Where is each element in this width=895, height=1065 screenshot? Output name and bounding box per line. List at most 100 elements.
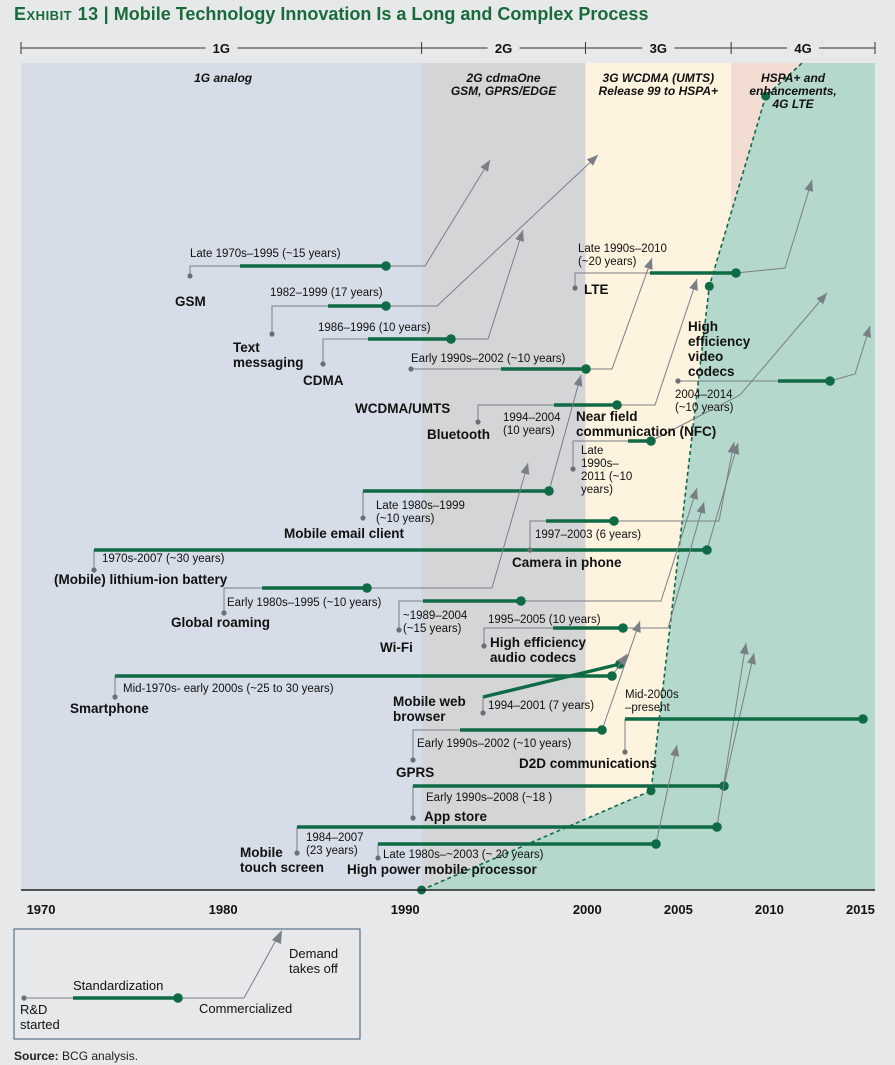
- tech-name-label: GSM: [175, 294, 206, 309]
- takeoff-arrowhead: [632, 621, 641, 633]
- commercialized-dot: [702, 545, 712, 555]
- tech-timeline: [269, 154, 599, 337]
- tech-period-label: 1995–2005 (10 years): [488, 614, 601, 626]
- tech-name-label: High efficiency audio codecs: [490, 635, 587, 665]
- commercialized-dot: [646, 436, 656, 446]
- generation-label: 3G: [650, 41, 667, 56]
- takeoff-arrowhead: [670, 745, 680, 757]
- rd-start-dot: [112, 694, 118, 700]
- tech-timeline: [320, 229, 524, 367]
- commercialized-dot: [381, 261, 391, 271]
- commercialized-dot: [618, 623, 628, 633]
- source-note: Source: BCG analysis.: [14, 1049, 138, 1063]
- tech-timeline: [360, 374, 583, 521]
- takeoff-line: [601, 620, 641, 731]
- takeoff-line: [655, 744, 678, 845]
- tech-period-label: 2004–2014 (~10 years): [675, 389, 734, 414]
- tech-timeline: [570, 292, 828, 472]
- commercialized-dot: [446, 334, 456, 344]
- title-separator: |: [103, 4, 109, 24]
- takeoff-line: [706, 442, 739, 551]
- tech-name-label: Mobile email client: [284, 526, 405, 541]
- commercialized-dot: [612, 400, 622, 410]
- commercialized-dot: [731, 268, 741, 278]
- rd-start-dot: [269, 331, 275, 337]
- rd-start-dot: [480, 710, 486, 716]
- takeoff-arrowhead: [862, 326, 872, 338]
- rd-connector: [398, 600, 423, 630]
- takeoff-line: [521, 487, 698, 602]
- takeoff-arrowhead: [689, 279, 698, 291]
- rd-start-dot: [410, 757, 416, 763]
- legend-rd-dot: [21, 995, 27, 1001]
- takeoff-line: [617, 278, 698, 406]
- takeoff-line: [586, 257, 653, 370]
- takeoff-line: [716, 642, 747, 828]
- takeoff-line: [548, 374, 582, 492]
- takeoff-arrowhead: [617, 654, 627, 666]
- legend-commercialized-label: Commercialized: [199, 1001, 292, 1016]
- tech-period-label: 1982–1999 (17 years): [270, 287, 383, 299]
- tech-name-label: (Mobile) lithium-ion battery: [54, 572, 228, 587]
- tech-name-label: Global roaming: [171, 615, 270, 630]
- x-tick-label: 1970: [27, 902, 56, 917]
- rd-start-dot: [475, 419, 481, 425]
- takeoff-line: [386, 154, 599, 307]
- exhibit-title: Exhibit 13 | Mobile Technology Innovatio…: [14, 4, 648, 25]
- commercialized-dot: [544, 486, 554, 496]
- takeoff-line: [367, 462, 529, 589]
- tech-timeline: [396, 487, 698, 633]
- rd-start-dot: [221, 610, 227, 616]
- commercialized-dot: [516, 596, 526, 606]
- tech-timeline: [294, 642, 749, 856]
- era-label: 1G analog: [194, 71, 253, 85]
- tech-name-label: CDMA: [303, 373, 344, 388]
- generation-label-bg: [205, 40, 238, 56]
- rd-start-dot: [294, 850, 300, 856]
- source-label: Source:: [14, 1049, 59, 1063]
- tech-period-label: Late 1970s–1995 (~15 years): [190, 248, 341, 260]
- rd-start-dot: [375, 855, 381, 861]
- commercialized-dot: [597, 725, 607, 735]
- adoption-point: [761, 91, 771, 101]
- rd-start-dot: [572, 285, 578, 291]
- tech-timeline: [221, 462, 530, 616]
- x-tick-label: 2015: [846, 902, 875, 917]
- tech-name-label: Text messaging: [233, 340, 304, 370]
- tech-timeline: [375, 744, 680, 861]
- rd-start-dot: [187, 273, 193, 279]
- rd-connector: [322, 338, 368, 364]
- legend-rd-label: R&D started: [20, 1002, 60, 1032]
- legend-commercialized-dot: [173, 993, 183, 1003]
- adoption-point: [704, 281, 714, 291]
- generation-label: 1G: [213, 41, 230, 56]
- commercialized-dot: [712, 822, 722, 832]
- adoption-area: [421, 63, 875, 890]
- commercialized-dot: [581, 364, 591, 374]
- takeoff-line: [451, 229, 524, 340]
- source-text: BCG analysis.: [62, 1049, 139, 1063]
- tech-period-label: Late 1980s–1999 (~10 years): [376, 500, 465, 525]
- tech-period-label: Early 1990s–2002 (~10 years): [411, 353, 566, 365]
- takeoff-line: [614, 441, 735, 522]
- rd-connector: [572, 440, 628, 469]
- legend-demand-label: Demand takes off: [289, 946, 338, 976]
- takeoff-arrowhead: [480, 160, 490, 172]
- takeoff-line: [386, 159, 491, 267]
- tech-period-label: 1984–2007 (23 years): [306, 832, 364, 857]
- generation-label-bg: [642, 40, 675, 56]
- takeoff-arrowhead: [804, 180, 814, 192]
- generation-label-bg: [487, 40, 520, 56]
- tech-name-label: LTE: [584, 282, 609, 297]
- tech-name-label: Camera in phone: [512, 555, 622, 570]
- commercialized-dot: [609, 516, 619, 526]
- legend-standardization-label: Standardization: [73, 978, 163, 993]
- takeoff-arrowhead: [747, 653, 756, 665]
- adoption-point: [646, 786, 656, 796]
- tech-name-label: Mobile web browser: [393, 694, 466, 724]
- commercialized-dot: [825, 376, 835, 386]
- x-tick-label: 1980: [209, 902, 238, 917]
- takeoff-arrowhead: [727, 442, 737, 454]
- tech-name-label: High efficiency video codecs: [688, 319, 751, 379]
- rd-connector: [271, 305, 328, 334]
